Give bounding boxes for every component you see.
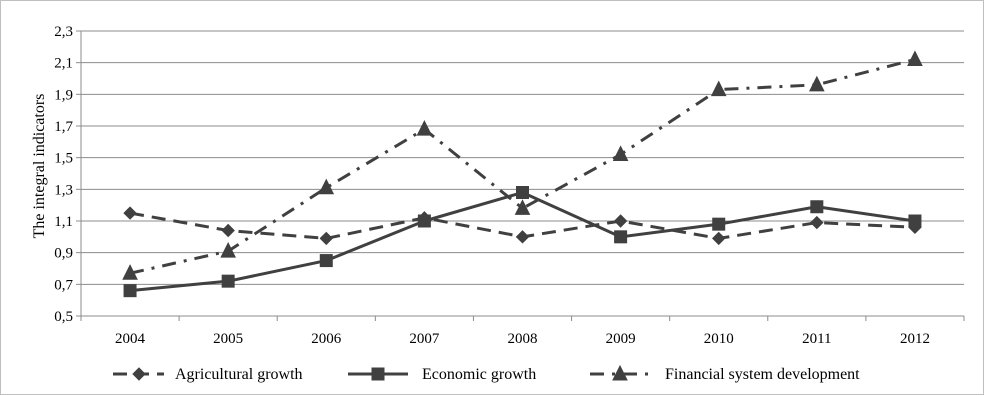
series-3: [122, 50, 923, 280]
x-tick-label: 2009: [606, 331, 636, 347]
x-tick-label: 2011: [802, 331, 831, 347]
data-point-triangle: [416, 120, 433, 136]
x-tick-label: 2007: [409, 331, 440, 347]
legend-label: Agricultural growth: [175, 366, 303, 383]
legend-item: Economic growth: [348, 366, 536, 383]
data-point-square: [319, 254, 333, 268]
y-tick-label: 0,9: [54, 246, 73, 262]
y-axis-title: The integral indicators: [31, 94, 48, 239]
y-tick-label: 0,7: [54, 277, 73, 293]
data-point-diamond: [221, 223, 235, 238]
data-point-square: [810, 200, 824, 214]
legend-label: Economic growth: [422, 366, 536, 383]
x-tick-label: 2012: [900, 331, 930, 347]
series-2: [123, 186, 922, 298]
y-tick-label: 1,3: [54, 182, 73, 198]
y-tick-label: 1,1: [54, 214, 73, 230]
data-point-square: [417, 214, 431, 228]
data-point-diamond: [515, 230, 530, 244]
y-tick-label: 1,7: [54, 119, 73, 135]
data-point-triangle: [220, 241, 236, 258]
series-line: [129, 58, 916, 275]
x-tick-label: 2005: [213, 331, 243, 347]
y-tick-label: 1,5: [54, 151, 73, 167]
data-point-square: [516, 186, 529, 199]
series-layer: [122, 50, 923, 298]
legend: Agricultural growth Economic growth Financ…: [113, 364, 860, 383]
data-point-triangle: [809, 75, 825, 92]
x-tick-label: 2008: [508, 331, 538, 347]
data-point-diamond: [613, 214, 628, 228]
data-point-triangle: [122, 264, 138, 280]
legend-item: Agricultural growth: [113, 366, 303, 383]
data-point-triangle: [907, 50, 923, 66]
data-point-diamond: [810, 215, 824, 230]
data-point-diamond: [712, 231, 726, 246]
y-tick-labels: 0,5 0,7 0,9 1,1 1,3 1,5 1,7 1,9 2,1 2,3: [54, 24, 73, 325]
data-point-square: [123, 284, 137, 298]
data-point-triangle: [710, 80, 727, 97]
data-point-square: [712, 217, 726, 231]
y-tick-label: 0,5: [54, 309, 73, 325]
data-point-triangle: [612, 145, 629, 161]
y-tick-label: 2,3: [54, 24, 73, 40]
legend-marker: [371, 367, 385, 381]
data-point-triangle: [318, 178, 335, 195]
data-point-square: [221, 274, 235, 288]
data-point-diamond: [319, 231, 333, 246]
legend-label: Financial system development: [665, 366, 860, 383]
x-tick-label: 2004: [115, 331, 146, 347]
legend-marker: [612, 364, 628, 381]
data-point-square: [908, 214, 922, 228]
y-tick-label: 1,9: [54, 87, 73, 103]
x-tick-label: 2010: [704, 331, 734, 347]
legend-marker: [132, 367, 146, 381]
data-point-triangle: [514, 199, 531, 215]
data-point-square: [614, 230, 628, 244]
legend-item: Financial system development: [590, 364, 860, 383]
data-point-diamond: [123, 206, 137, 220]
x-tick-labels: 2004 2005 2006 2007 2008 2009 2010 2011 2012: [115, 331, 930, 347]
y-tick-label: 2,1: [54, 56, 73, 72]
axes: [76, 30, 965, 321]
x-tick-label: 2006: [311, 331, 342, 347]
